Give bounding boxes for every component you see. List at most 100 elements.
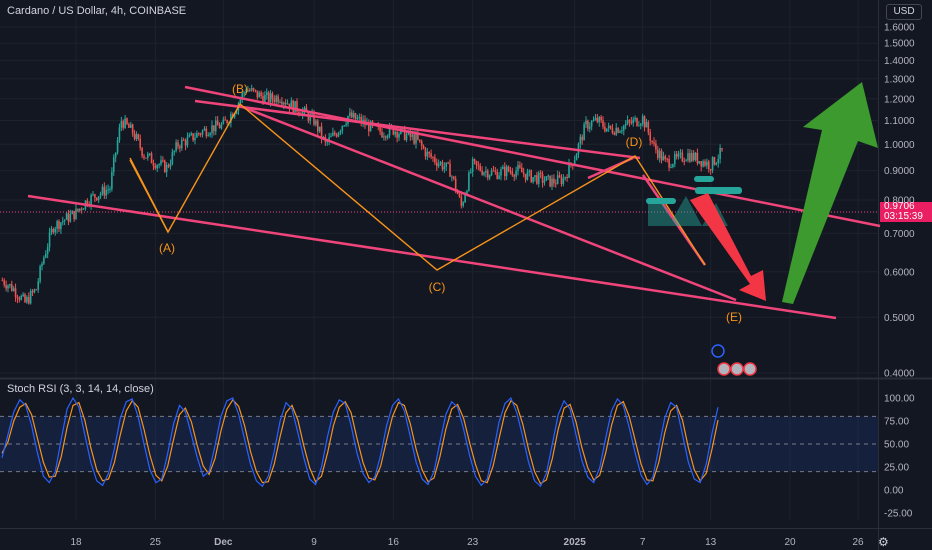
candle-body (655, 143, 657, 150)
candle-body (254, 89, 257, 91)
candle-body (20, 295, 23, 300)
candle-body (554, 183, 557, 185)
candle-body (241, 93, 244, 100)
candle-body (75, 208, 77, 220)
candle-body (260, 92, 262, 97)
candle-body (653, 142, 655, 144)
candle-body (460, 196, 463, 206)
price-tick-label: 1.1000 (884, 116, 915, 127)
candle-body (39, 266, 41, 282)
candle-body (248, 90, 251, 92)
candle-body (511, 171, 514, 176)
candle-body (35, 289, 38, 291)
candle-body (67, 213, 70, 222)
candle-body (556, 175, 559, 184)
rsi-tick-label: 25.00 (884, 463, 909, 474)
candle-body (265, 92, 268, 95)
candle-body (99, 193, 102, 197)
candle-body (156, 165, 159, 169)
candle-body (445, 162, 448, 167)
trendline-upper-2 (194, 99, 641, 160)
candle-body (471, 159, 474, 172)
candle-body (679, 152, 682, 154)
price-axis[interactable]: 0.4000 0.5000 0.6000 0.7000 0.8000 0.9000 1.00… (884, 23, 915, 520)
candle-body (63, 219, 66, 222)
candle-body (721, 148, 723, 150)
candle-body (704, 161, 706, 166)
price-tick-label: 0.7000 (884, 229, 915, 240)
price-tick-label: 0.4000 (884, 369, 915, 380)
candle-body (230, 114, 232, 123)
candle-body (109, 188, 111, 190)
candle-body (305, 107, 308, 113)
candle-body (422, 145, 425, 149)
time-tick-label: 20 (784, 537, 796, 548)
trendline-lower (27, 194, 837, 320)
candle-body (651, 140, 653, 143)
candle-body (103, 186, 106, 196)
candle-body (94, 194, 96, 198)
candle-body (434, 157, 436, 163)
chart-title: Cardano / US Dollar, 4h, COINBASE (7, 5, 187, 17)
candle-body (203, 128, 206, 131)
candle-body (209, 133, 211, 136)
candle-body (163, 160, 166, 173)
candle-body (617, 127, 619, 133)
candle-body (675, 154, 678, 157)
candle-body (689, 153, 691, 162)
candle-body (473, 159, 476, 161)
candle-body (398, 133, 400, 138)
candle-body (309, 114, 312, 121)
candle-body (175, 142, 177, 151)
currency-button[interactable]: USD (886, 4, 922, 20)
wave-label: (B) (232, 82, 248, 96)
wave-segment-start (129, 157, 169, 233)
candle-body (553, 178, 555, 184)
candle-body (666, 158, 669, 160)
time-tick-label: 26 (852, 537, 864, 548)
time-tick-label: 9 (311, 537, 317, 548)
economic-event-icon (730, 362, 744, 376)
candle-body (77, 208, 79, 211)
candle-body (288, 103, 291, 109)
candle-body (517, 165, 519, 171)
candle-body (311, 113, 313, 115)
rsi-tick-label: 75.00 (884, 417, 909, 428)
candle-body (403, 127, 406, 140)
candle-body (22, 294, 24, 296)
candle-body (668, 158, 670, 168)
candle-body (479, 165, 482, 171)
candle-body (430, 153, 432, 158)
drawing-tools[interactable]: (A) (B) (C) (D) (E) (27, 82, 881, 376)
rsi-tick-label: 0.00 (884, 486, 904, 497)
candle-body (150, 153, 153, 164)
settings-gear-icon[interactable]: ⚙ (878, 535, 889, 549)
candle-body (292, 100, 295, 113)
candle-body (700, 161, 703, 167)
candle-body (286, 103, 289, 105)
candle-body (341, 125, 344, 131)
candle-body (564, 176, 567, 179)
candle-body (69, 214, 72, 222)
candle-body (454, 178, 457, 191)
price-tick-label: 0.8000 (884, 196, 915, 207)
candle-body (566, 176, 568, 178)
time-axis[interactable]: 18 25 Dec 9 16 23 2025 7 13 20 26 (70, 537, 864, 548)
candle-body (271, 93, 274, 100)
candle-body (719, 148, 721, 160)
pattern-neckline-mark (695, 187, 742, 194)
candle-body (615, 127, 618, 135)
pattern-left-mark (646, 198, 676, 204)
candle-body (632, 119, 635, 124)
candle-body (337, 132, 340, 137)
candle-body (485, 170, 487, 173)
candle-body (226, 120, 228, 123)
candle-body (439, 162, 442, 164)
candle-body (522, 172, 525, 174)
candle-body (122, 121, 125, 129)
price-tick-label: 1.2000 (884, 94, 915, 105)
last-price-tag: 0.9706 03:15:39 (880, 202, 932, 222)
candle-body (290, 100, 293, 109)
time-tick-label: 23 (467, 537, 479, 548)
